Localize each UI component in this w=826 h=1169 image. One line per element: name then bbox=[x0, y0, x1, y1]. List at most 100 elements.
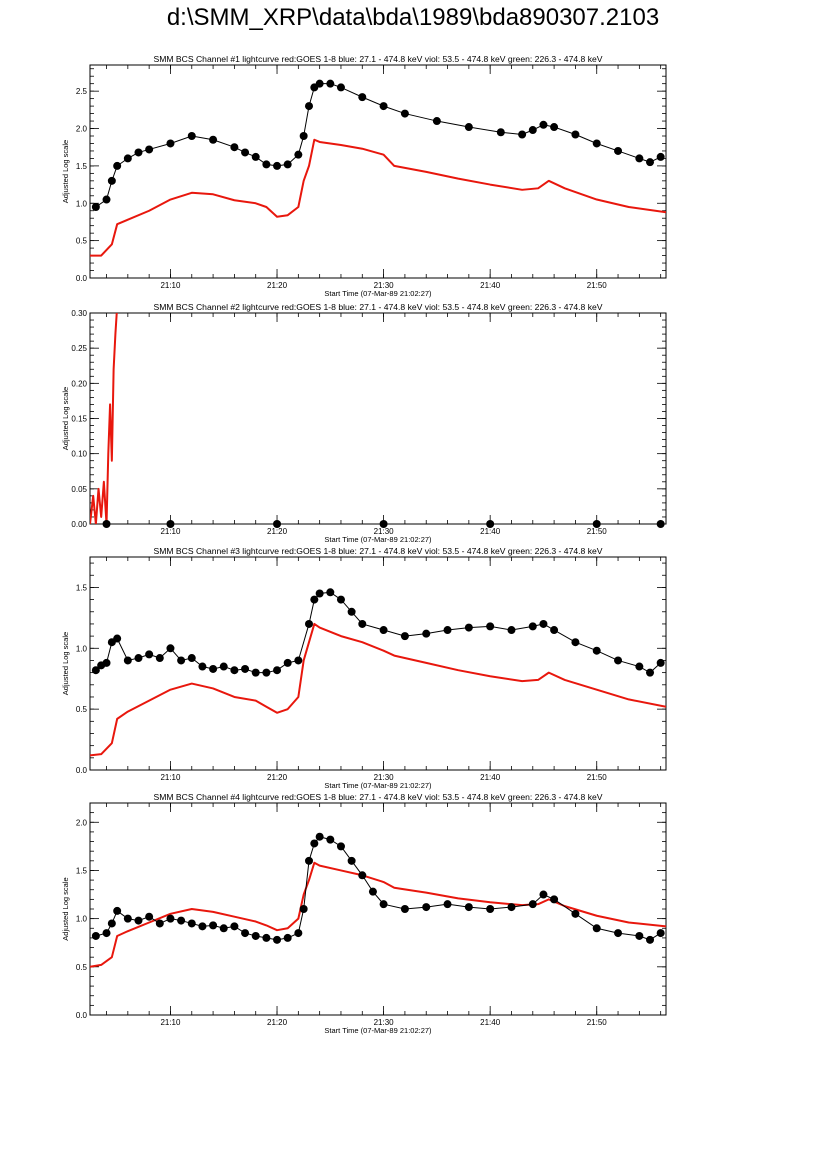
bcs-data-point bbox=[113, 906, 122, 915]
bcs-data-point bbox=[507, 626, 516, 635]
bcs-data-point bbox=[486, 905, 495, 913]
x-tick-label: 21:10 bbox=[160, 1018, 181, 1027]
y-tick-label: 1.0 bbox=[76, 644, 88, 653]
y-tick-label: 2.0 bbox=[76, 125, 88, 134]
y-tick-label: 0.20 bbox=[71, 379, 87, 388]
bcs-series-line bbox=[95, 836, 661, 941]
bcs-data-point bbox=[486, 622, 495, 631]
bcs-data-point bbox=[187, 132, 196, 140]
bcs-data-point bbox=[304, 856, 313, 865]
bcs-data-point bbox=[230, 922, 239, 931]
bcs-data-point bbox=[91, 666, 100, 675]
bcs-data-point bbox=[646, 158, 655, 167]
y-tick-label: 1.5 bbox=[76, 162, 88, 171]
bcs-data-point bbox=[310, 595, 319, 604]
chart-title: SMM BCS Channel #1 lightcurve red:GOES 1… bbox=[153, 54, 602, 64]
y-tick-label: 0.25 bbox=[71, 344, 87, 353]
bcs-data-point bbox=[262, 668, 271, 677]
bcs-data-point bbox=[528, 900, 537, 909]
bcs-data-point bbox=[550, 895, 559, 904]
x-tick-label: 21:20 bbox=[267, 527, 288, 536]
bcs-data-point bbox=[486, 520, 495, 528]
bcs-data-point bbox=[91, 203, 100, 211]
y-tick-label: 0.0 bbox=[76, 274, 88, 283]
chart-panel: SMM BCS Channel #1 lightcurve red:GOES 1… bbox=[61, 54, 667, 298]
bcs-data-point bbox=[294, 150, 303, 159]
y-tick-label: 0.5 bbox=[76, 705, 88, 714]
bcs-data-point bbox=[294, 929, 303, 938]
bcs-data-point bbox=[262, 160, 271, 169]
bcs-data-point bbox=[518, 130, 527, 139]
bcs-data-point bbox=[614, 656, 623, 665]
bcs-data-point bbox=[379, 900, 388, 909]
chart-panel: SMM BCS Channel #3 lightcurve red:GOES 1… bbox=[61, 546, 667, 790]
bcs-data-point bbox=[145, 145, 154, 154]
bcs-data-point bbox=[134, 654, 143, 663]
bcs-data-point bbox=[304, 619, 313, 628]
bcs-data-point bbox=[273, 935, 282, 944]
bcs-data-point bbox=[123, 154, 132, 163]
bcs-data-point bbox=[209, 135, 218, 144]
bcs-data-point bbox=[166, 914, 175, 923]
bcs-data-point bbox=[273, 161, 282, 170]
bcs-data-point bbox=[379, 626, 388, 635]
x-tick-label: 21:30 bbox=[374, 527, 395, 536]
bcs-data-point bbox=[432, 117, 441, 126]
bcs-data-point bbox=[496, 128, 505, 137]
bcs-data-point bbox=[102, 195, 111, 204]
bcs-series-line bbox=[95, 83, 661, 208]
x-tick-label: 21:50 bbox=[587, 1018, 608, 1027]
x-tick-label: 21:20 bbox=[267, 1018, 288, 1027]
bcs-data-point bbox=[315, 589, 324, 598]
y-tick-label: 0.00 bbox=[71, 520, 87, 529]
x-tick-label: 21:10 bbox=[160, 527, 181, 536]
bcs-data-point bbox=[656, 152, 665, 161]
x-tick-label: 21:30 bbox=[374, 773, 395, 782]
bcs-data-point bbox=[304, 102, 313, 111]
y-axis-label: Adjusted Log scale bbox=[61, 387, 70, 450]
bcs-data-point bbox=[400, 905, 409, 913]
y-tick-label: 0.10 bbox=[71, 450, 87, 459]
y-tick-label: 0.15 bbox=[71, 415, 87, 424]
bcs-data-point bbox=[539, 120, 548, 129]
bcs-data-point bbox=[299, 132, 308, 140]
bcs-data-point bbox=[379, 520, 388, 528]
bcs-data-point bbox=[656, 520, 665, 528]
bcs-data-point bbox=[102, 658, 111, 667]
bcs-data-point bbox=[614, 929, 623, 938]
x-tick-label: 21:50 bbox=[587, 527, 608, 536]
bcs-data-point bbox=[145, 912, 154, 921]
bcs-data-point bbox=[251, 668, 260, 677]
bcs-data-point bbox=[219, 924, 228, 933]
bcs-data-point bbox=[230, 143, 239, 152]
bcs-data-point bbox=[358, 619, 367, 628]
x-tick-label: 21:40 bbox=[480, 281, 501, 290]
y-tick-label: 2.0 bbox=[76, 818, 88, 827]
bcs-data-point bbox=[91, 931, 100, 940]
bcs-data-point bbox=[198, 922, 207, 931]
plot-frame bbox=[89, 64, 667, 279]
bcs-data-point bbox=[145, 650, 154, 659]
bcs-data-point bbox=[241, 664, 250, 673]
bcs-data-point bbox=[347, 856, 356, 865]
bcs-data-point bbox=[166, 520, 175, 528]
bcs-data-point bbox=[592, 646, 601, 655]
bcs-data-point bbox=[177, 916, 186, 925]
bcs-data-point bbox=[241, 148, 250, 157]
bcs-data-point bbox=[571, 130, 580, 139]
bcs-data-point bbox=[614, 146, 623, 155]
bcs-data-point bbox=[283, 933, 292, 942]
x-axis-label: Start Time (07-Mar-89 21:02:27) bbox=[324, 781, 432, 790]
bcs-data-point bbox=[283, 160, 292, 169]
bcs-data-point bbox=[336, 83, 345, 92]
x-tick-label: 21:40 bbox=[480, 527, 501, 536]
bcs-data-point bbox=[539, 890, 548, 899]
bcs-data-point bbox=[443, 626, 452, 635]
bcs-data-point bbox=[336, 595, 345, 604]
bcs-data-point bbox=[656, 658, 665, 667]
plot-frame bbox=[89, 312, 667, 525]
bcs-data-point bbox=[123, 914, 132, 923]
bcs-data-point bbox=[155, 919, 164, 928]
bcs-data-point bbox=[400, 109, 409, 118]
